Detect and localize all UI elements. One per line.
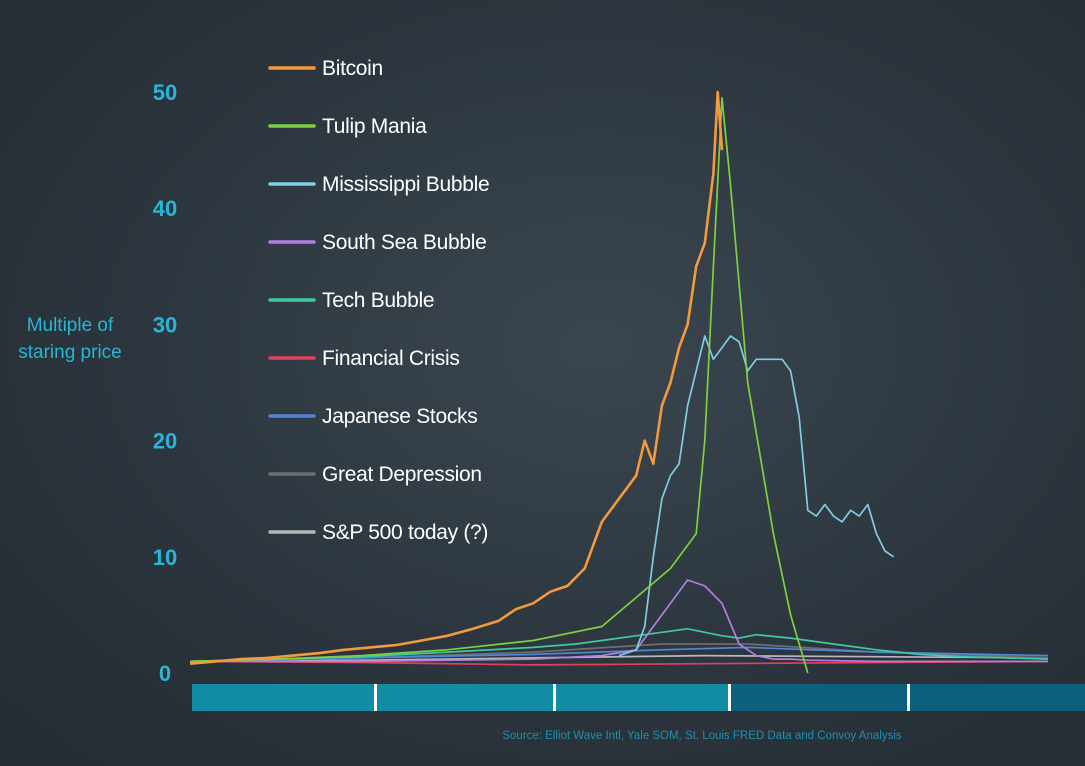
y-axis-label: Multiple of staring price bbox=[18, 315, 122, 363]
series-line-financial-crisis bbox=[189, 660, 1049, 666]
source-note: Source: Elliot Wave Intl, Yale SOM, St. … bbox=[502, 730, 902, 742]
y-tick-label: 30 bbox=[153, 312, 177, 337]
series-line-s-p-500-today bbox=[189, 654, 1049, 663]
legend-label: Great Depression bbox=[322, 463, 482, 486]
legend-item: Tech Bubble bbox=[268, 289, 435, 312]
legend-label: Bitcoin bbox=[322, 57, 383, 80]
series-line-tulip-mania bbox=[189, 96, 809, 674]
y-tick-label: 40 bbox=[153, 196, 177, 221]
timeline-divider bbox=[374, 684, 377, 711]
legend-label: Tech Bubble bbox=[322, 289, 434, 312]
timeline-divider bbox=[907, 684, 910, 711]
y-tick-label: 20 bbox=[153, 429, 177, 454]
legend-label: Tulip Mania bbox=[322, 115, 427, 138]
legend-item: South Sea Bubble bbox=[268, 231, 487, 254]
legend-item: Tulip Mania bbox=[268, 115, 427, 138]
legend-item: Mississippi Bubble bbox=[268, 173, 490, 196]
series-line-south-sea-bubble bbox=[190, 579, 1048, 663]
y-axis: 0 10 20 30 40 50 bbox=[153, 80, 177, 686]
series-lines bbox=[189, 90, 1049, 674]
legend-label: S&P 500 today (?) bbox=[322, 521, 488, 544]
legend-label: Japanese Stocks bbox=[322, 405, 477, 428]
legend-label: Mississippi Bubble bbox=[322, 173, 489, 196]
series-line-tech-bubble bbox=[189, 627, 1049, 663]
y-tick-label: 50 bbox=[153, 80, 177, 105]
timeline-segment-light bbox=[192, 684, 729, 711]
timeline-bar bbox=[192, 684, 1085, 711]
y-tick-label: 10 bbox=[153, 545, 177, 570]
y-axis-label-line-2: staring price bbox=[18, 342, 122, 363]
series-line-bitcoin bbox=[189, 90, 724, 665]
y-tick-label: 0 bbox=[159, 661, 171, 686]
legend-item: Financial Crisis bbox=[268, 347, 460, 370]
timeline-divider bbox=[553, 684, 556, 711]
series-line-japanese-stocks bbox=[189, 646, 1049, 663]
legend-item: S&P 500 today (?) bbox=[268, 521, 488, 544]
legend-item: Bitcoin bbox=[268, 57, 383, 80]
series-line-mississippi-bubble bbox=[618, 335, 895, 657]
timeline-divider bbox=[728, 684, 731, 711]
legend: Bitcoin Tulip Mania Mississippi Bubble Sout… bbox=[268, 57, 490, 544]
y-axis-label-line-1: Multiple of bbox=[27, 315, 114, 336]
legend-label: South Sea Bubble bbox=[322, 231, 487, 254]
legend-item: Japanese Stocks bbox=[268, 405, 478, 428]
legend-item: Great Depression bbox=[268, 463, 482, 486]
legend-label: Financial Crisis bbox=[322, 347, 460, 370]
